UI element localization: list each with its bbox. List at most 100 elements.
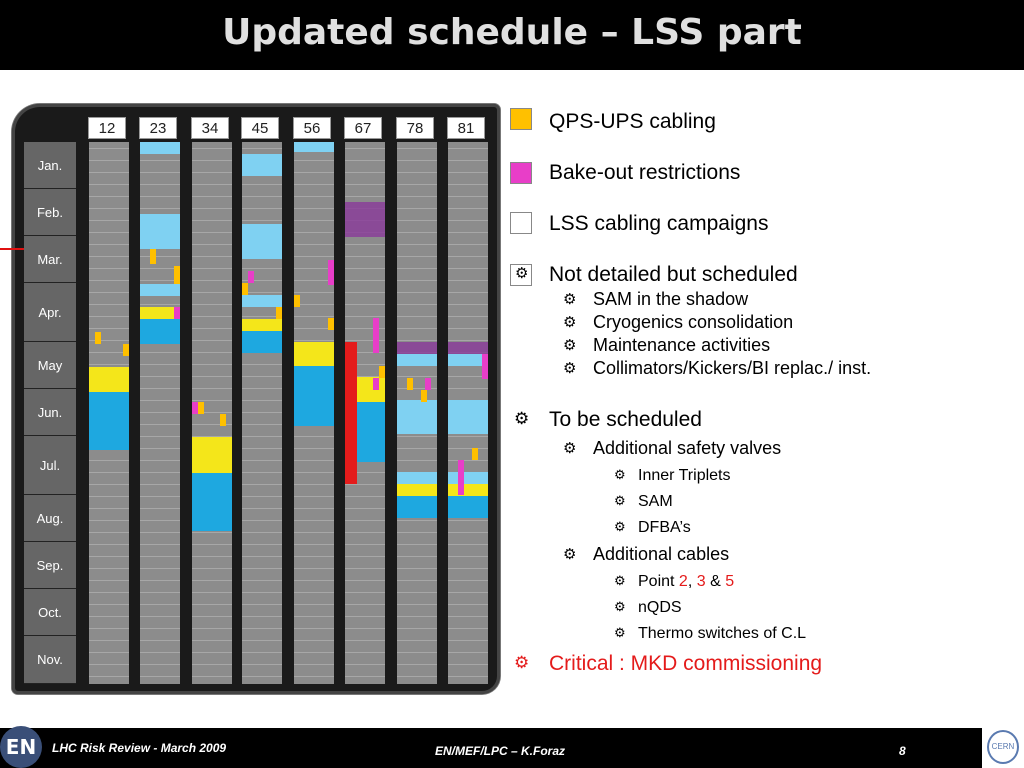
grid-line [242,508,282,509]
sector-column [294,142,334,684]
schedule-block-qps-ups [198,402,204,414]
not-detailed-swatch [510,264,532,286]
schedule-block-not-detailed [266,390,282,412]
grid-line [192,604,232,605]
point-2: 2 [678,573,688,590]
schedule-block-cyan [242,224,282,259]
grid-line [294,304,334,305]
month-label: Oct. [24,589,76,636]
grid-line [397,268,437,269]
grid-line [242,448,282,449]
grid-line [89,340,129,341]
grid-line [140,508,180,509]
grid-line [192,160,232,161]
point-sep-2: & [710,573,721,590]
schedule-block-purple [345,202,385,237]
grid-line [140,568,180,569]
grid-line [448,220,488,221]
schedule-block-yellow [294,342,334,366]
grid-line [294,244,334,245]
grid-line [345,472,385,473]
grid-line [294,604,334,605]
schedule-block-blue [242,331,282,353]
month-label: Apr. [24,283,76,342]
grid-line [448,340,488,341]
month-label: Mar. [24,236,76,283]
grid-line [140,628,180,629]
grid-line [345,640,385,641]
gear-icon: ⚙ [563,337,577,354]
grid-line [448,256,488,257]
footer-middle: EN/MEF/LPC – K.Foraz [435,744,566,758]
grid-line [397,532,437,533]
schedule-block-bake-out [482,354,488,379]
grid-line [242,664,282,665]
grid-line [242,388,282,389]
grid-line [140,472,180,473]
grid-line [448,460,488,461]
grid-line [345,328,385,329]
grid-line [448,292,488,293]
grid-line [192,544,232,545]
grid-line [140,580,180,581]
grid-line [448,268,488,269]
schedule-block-cyan [140,284,180,296]
valve-sam: SAM [638,493,673,510]
sub-maintenance: Maintenance activities [593,335,771,355]
schedule-block-lss-cabling [482,436,488,471]
bake-out-swatch [510,162,532,184]
grid-line [89,472,129,473]
schedule-block-blue [448,496,488,518]
schedule-block-qps-ups [472,448,478,460]
grid-line [345,280,385,281]
grid-line [242,520,282,521]
schedule-block-critical [351,342,357,484]
grid-line [294,664,334,665]
grid-line [89,460,129,461]
grid-line [345,184,385,185]
gear-icon: ⚙ [563,440,577,457]
grid-line [192,232,232,233]
schedule-block-qps-ups [379,366,385,378]
grid-line [448,604,488,605]
grid-line [89,148,129,149]
grid-line [140,160,180,161]
grid-line [140,460,180,461]
grid-line [242,676,282,677]
grid-line [242,292,282,293]
grid-line [294,544,334,545]
legend-not-detailed: Not detailed but scheduled [549,263,798,286]
grid-line [397,184,437,185]
point-3: 3 [696,573,706,590]
grid-line [242,496,282,497]
grid-line [89,532,129,533]
month-label: Feb. [24,189,76,236]
month-axis: Jan. Feb. Mar. Apr. May Jun. Jul. Aug. Sep. Oct. N… [24,142,76,684]
page-number: 8 [899,744,906,758]
grid-line [140,604,180,605]
grid-line [345,484,385,485]
grid-line [89,220,129,221]
schedule-block-$gray [113,142,119,367]
grid-line [294,328,334,329]
grid-line [192,280,232,281]
point-prefix: Point [638,573,675,590]
grid-line [242,628,282,629]
legend-bake-out: Bake-out restrictions [549,161,741,184]
grid-line [397,328,437,329]
schedule-block-yellow [242,319,282,331]
schedule-block-yellow [89,367,129,392]
sector-label: 23 [139,117,177,139]
grid-line [140,400,180,401]
sub-cryogenics: Cryogenics consolidation [593,312,794,332]
grid-line [89,616,129,617]
schedule-block-bake-out [458,460,464,495]
schedule-block-lss-cabling [294,200,300,235]
schedule-block-yellow [192,437,232,473]
grid-line [89,244,129,245]
gear-icon: ⚙ [563,291,577,308]
grid-line [89,520,129,521]
grid-line [89,292,129,293]
month-label: Nov. [24,636,76,684]
schedule-block-lss-cabling [379,318,385,353]
